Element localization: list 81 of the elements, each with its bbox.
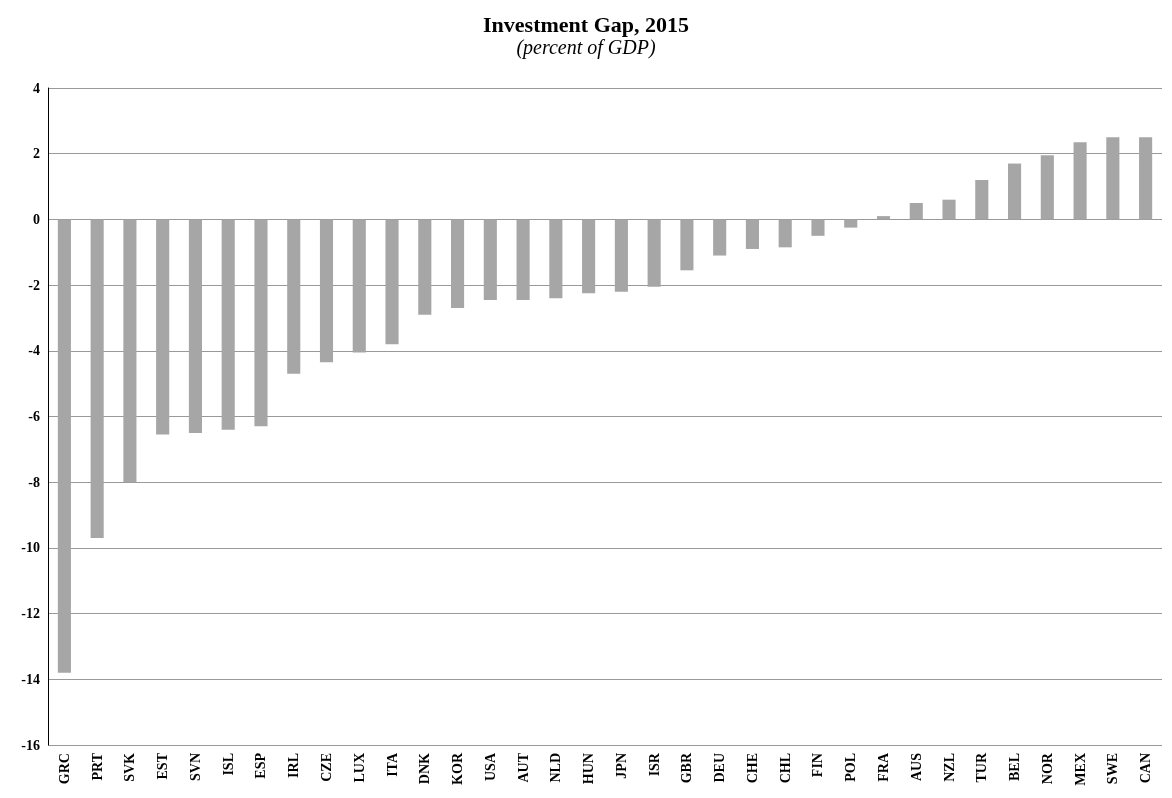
bar (647, 219, 661, 287)
x-tick-label: CAN (1138, 753, 1154, 784)
x-tick-label: KOR (450, 752, 466, 785)
bar (57, 219, 71, 673)
x-tick-label: CHE (744, 753, 760, 784)
y-tick-label: -8 (28, 474, 40, 490)
bar (745, 219, 759, 249)
chart-title: Investment Gap, 2015 (483, 11, 689, 37)
bar (1139, 137, 1153, 220)
bar (352, 219, 366, 353)
x-tick-label: HUN (581, 753, 597, 785)
bar (385, 219, 399, 345)
x-tick-label: NLD (548, 753, 564, 783)
x-tick-label: CHL (777, 753, 793, 784)
bar (975, 179, 989, 220)
x-tick-label: USA (482, 752, 498, 782)
bar (1073, 142, 1087, 220)
bar (582, 219, 596, 294)
bar (1040, 155, 1054, 220)
x-tick-label: CZE (319, 753, 334, 782)
x-tick-label: BEL (1007, 753, 1023, 782)
bar (844, 219, 858, 228)
y-tick-label: -14 (21, 671, 40, 687)
bar (451, 219, 465, 309)
x-tick-label: MEX (1072, 753, 1088, 786)
x-tick-label: JPN (613, 753, 629, 779)
bar (418, 219, 432, 315)
y-tick-label: 2 (33, 146, 40, 162)
y-tick-label: -10 (21, 540, 40, 556)
bar (614, 219, 628, 292)
x-tick-label: ISL (220, 753, 236, 776)
bar (680, 219, 694, 271)
x-tick-label: ISR (646, 752, 662, 777)
x-tick-label: ITA (384, 752, 400, 777)
bar (90, 219, 104, 539)
x-tick-label: AUS (908, 752, 924, 782)
x-tick-label: LUX (351, 753, 367, 783)
x-tick-label: SVK (122, 752, 138, 782)
bar (549, 219, 563, 299)
x-tick-label: EST (155, 752, 171, 780)
x-tick-label: NZL (941, 753, 957, 782)
x-tick-label: ESP (253, 752, 269, 779)
bar (188, 219, 202, 433)
x-tick-label: GRC (56, 753, 72, 785)
x-tick-label: TUR (974, 752, 990, 783)
x-tick-label: PRT (89, 752, 105, 781)
bar (1106, 137, 1120, 220)
y-tick-label: -2 (28, 277, 40, 293)
x-tick-label: GBR (679, 752, 695, 784)
x-tick-label: SWE (1105, 753, 1121, 785)
bar (221, 219, 235, 430)
chart-subtitle: (percent of GDP) (516, 36, 656, 59)
bar (319, 219, 334, 363)
bar (876, 216, 891, 220)
bar (483, 219, 497, 300)
y-tick-label: 4 (33, 80, 40, 96)
y-tick-label: -6 (28, 409, 40, 424)
y-tick-label: 0 (33, 211, 40, 227)
y-tick-label: -4 (28, 343, 40, 359)
y-tick-label: -16 (21, 737, 40, 753)
bar (811, 219, 825, 236)
bar (123, 219, 137, 483)
bar (156, 219, 170, 435)
bar (713, 219, 727, 256)
x-tick-label: POL (843, 753, 859, 782)
x-tick-label: SVN (187, 753, 203, 782)
bar (909, 202, 923, 220)
x-tick-label: FRA (876, 752, 891, 782)
bar (287, 219, 301, 374)
x-tick-label: IRL (286, 753, 302, 778)
x-tick-label: DEU (712, 753, 728, 783)
bar (942, 199, 956, 220)
x-tick-label: FIN (810, 753, 826, 778)
x-tick-label: AUT (515, 752, 531, 783)
bar (1008, 163, 1022, 220)
x-tick-label: DNK (417, 752, 433, 785)
bar (778, 219, 792, 248)
bar (516, 219, 530, 300)
bar (254, 219, 268, 427)
y-tick-label: -12 (21, 606, 40, 622)
x-tick-label: NOR (1039, 752, 1055, 785)
